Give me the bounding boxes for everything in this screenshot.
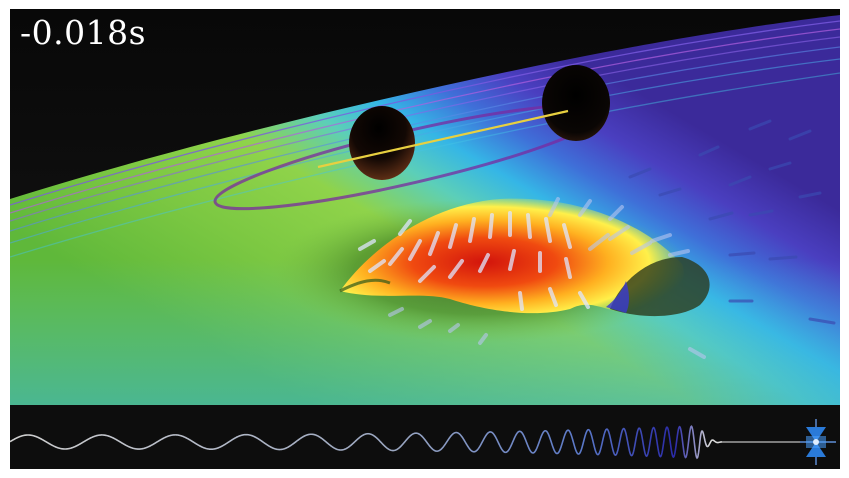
field-vectors <box>358 119 836 359</box>
time-readout: -0.018s <box>20 13 147 52</box>
waveform-strip <box>10 405 840 469</box>
contour-lines <box>10 20 840 258</box>
detector-icon <box>800 419 836 465</box>
black-hole-icon <box>349 65 610 180</box>
orbit-connector <box>317 109 569 169</box>
simulation-frame: -0.018s <box>10 9 840 469</box>
gravitational-waveform-icon <box>10 425 723 460</box>
spacetime-visualization: -0.018s <box>10 9 840 405</box>
spacetime-surface <box>10 9 840 405</box>
